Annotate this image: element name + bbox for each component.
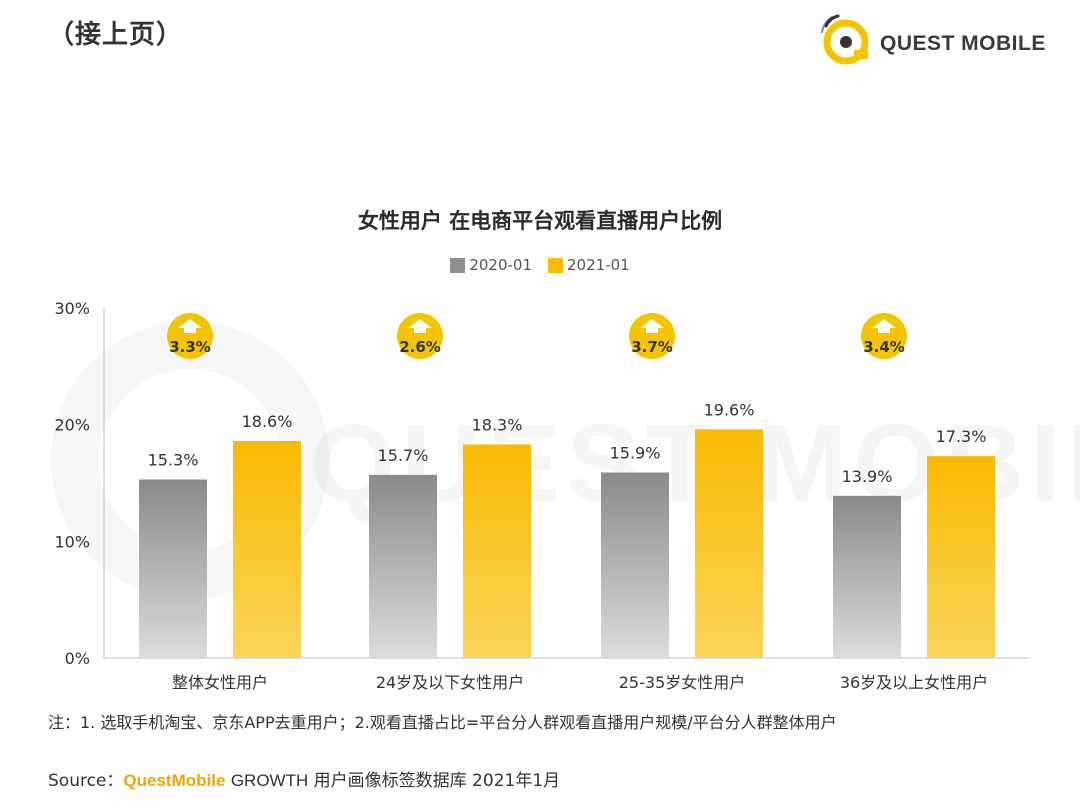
growth-badge	[397, 313, 443, 359]
quest-mobile-logo-icon	[821, 14, 869, 65]
x-tick-label: 整体女性用户	[172, 673, 268, 692]
legend-item-2020: 2020-01	[450, 256, 532, 274]
data-label: 18.6%	[242, 412, 293, 431]
data-label: 18.3%	[472, 416, 523, 435]
data-label: 15.7%	[378, 446, 429, 465]
y-tick-label: 20%	[54, 416, 90, 435]
bar-2021-01	[463, 444, 531, 658]
continued-label: （接上页）	[48, 20, 184, 50]
source-growth: GROWTH	[230, 771, 309, 790]
bar-2021-01	[695, 429, 763, 658]
x-tick-label: 24岁及以下女性用户	[376, 673, 524, 692]
footnote: 注：1. 选取手机淘宝、京东APP去重用户；2.观看直播占比=平台分人群观看直播…	[48, 713, 837, 732]
x-tick-label: 25-35岁女性用户	[619, 673, 746, 692]
x-tick-label: 36岁及以上女性用户	[840, 673, 988, 692]
source-prefix: Source：	[48, 771, 124, 791]
bar-2020-01	[369, 474, 437, 658]
legend: 2020-01 2021-01	[0, 256, 1080, 274]
brand-logo: QUEST MOBILE	[818, 12, 1048, 68]
brand-name: QUEST MOBILE	[880, 32, 1046, 55]
bar-2020-01	[833, 495, 901, 658]
growth-arrow-icon	[408, 319, 432, 333]
legend-label-2021: 2021-01	[567, 256, 630, 274]
chart-bars	[139, 429, 995, 658]
chart-labels: 15.3% 15.7% 15.9% 13.9% 18.6% 18.3% 19.6% 17.3%	[148, 400, 987, 486]
data-label: 19.6%	[704, 400, 755, 419]
growth-badges: 3.3% 2.6% 3.7% 3.4%	[167, 313, 907, 359]
legend-swatch-2021	[548, 257, 563, 273]
chart-title: 女性用户 在电商平台观看直播用户比例	[357, 209, 723, 233]
growth-badge	[629, 313, 675, 359]
bar-2021-01	[233, 441, 301, 658]
growth-label: 2.6%	[399, 338, 441, 356]
bar-2020-01	[601, 472, 669, 658]
legend-swatch-2020	[450, 257, 466, 273]
source-rest: 用户画像标签数据库 2021年1月	[313, 771, 561, 791]
growth-arrow-icon	[872, 319, 896, 333]
growth-arrow-icon	[178, 319, 202, 333]
y-tick-label: 30%	[54, 299, 90, 318]
growth-badge	[861, 313, 907, 359]
growth-label: 3.3%	[169, 338, 211, 356]
data-label: 15.3%	[148, 451, 199, 470]
legend-item-2021: 2021-01	[548, 256, 630, 274]
source-line: Source：QuestMobile GROWTH 用户画像标签数据库 2021…	[48, 766, 560, 791]
growth-label: 3.4%	[863, 338, 905, 356]
bar-2020-01	[139, 479, 207, 658]
chart-axes: 0% 10% 20% 30% 整体女性用户 24岁及以下女性用户 25-35岁女性用户 36岁…	[54, 299, 1030, 692]
source-brand: QuestMobile	[123, 771, 226, 790]
y-tick-label: 0%	[65, 649, 90, 668]
legend-label-2020: 2020-01	[469, 256, 532, 274]
growth-badge	[167, 313, 213, 359]
data-label: 15.9%	[610, 444, 661, 463]
growth-arrow-icon	[640, 319, 664, 333]
data-label: 13.9%	[842, 467, 893, 486]
growth-label: 3.7%	[631, 338, 673, 356]
bar-2021-01	[927, 456, 995, 658]
y-tick-label: 10%	[54, 532, 90, 551]
data-label: 17.3%	[936, 427, 987, 446]
